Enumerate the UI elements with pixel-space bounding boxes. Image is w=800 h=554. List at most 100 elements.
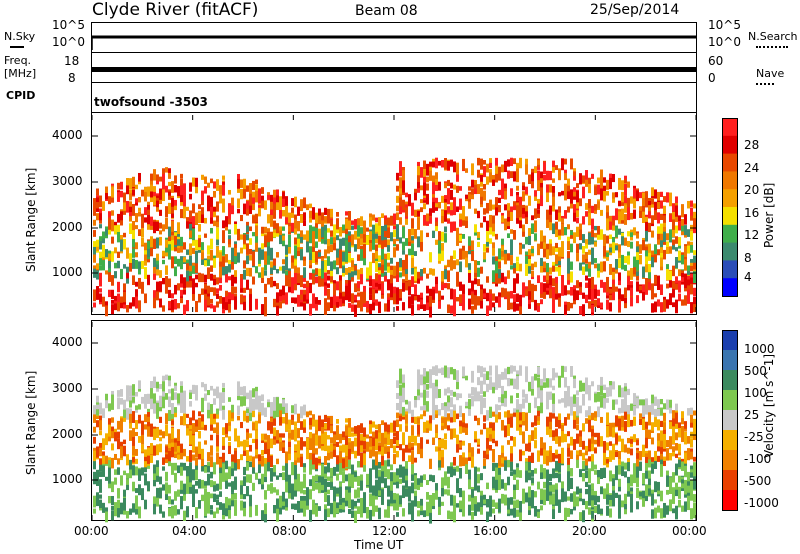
power-cell [399, 197, 402, 207]
velocity-cell [435, 425, 438, 434]
power-cell [381, 240, 384, 249]
power-cell [339, 244, 342, 250]
power-cell [429, 268, 432, 275]
velocity-cell [150, 381, 153, 389]
velocity-cell [198, 441, 201, 446]
velocity-cell [165, 492, 168, 500]
velocity-cell [189, 401, 192, 407]
velocity-cell [171, 446, 174, 458]
velocity-cell [450, 413, 453, 423]
power-cell [606, 218, 609, 231]
velocity-cell [117, 467, 120, 475]
velocity-cell [450, 462, 453, 468]
velocity-cell [360, 455, 363, 468]
velocity-cell [480, 385, 483, 395]
velocity-cb-label-m500: -500 [744, 474, 772, 488]
velocity-cell [240, 500, 243, 510]
power-cell [228, 203, 231, 216]
power-cell [93, 241, 96, 247]
velocity-cell [384, 509, 387, 518]
velocity-cell [303, 441, 306, 447]
power-cell [246, 185, 249, 192]
xtick-1200: 12:00 [372, 524, 407, 538]
power-cell [567, 224, 570, 230]
power-cell [99, 265, 102, 271]
power-cell [243, 245, 246, 250]
velocity-cell [141, 488, 144, 501]
power-cell [174, 178, 177, 184]
power-cell [546, 272, 549, 280]
power-cell [678, 237, 681, 246]
velocity-cell [135, 488, 138, 493]
power-cell [135, 225, 138, 230]
velocity-cell [462, 419, 465, 428]
power-cell [492, 204, 495, 210]
power-cell [195, 212, 198, 223]
power-cell [552, 206, 555, 212]
velocity-cell [414, 490, 417, 498]
velocity-cell [324, 478, 327, 489]
velocity-cell [147, 424, 150, 436]
velocity-cell [99, 447, 102, 457]
power-cell [270, 276, 273, 288]
power-cell [621, 294, 624, 302]
power-cell [576, 209, 579, 218]
power-cell [135, 296, 138, 305]
power-cell [315, 212, 318, 224]
velocity-cell [147, 447, 150, 456]
power-cell [279, 230, 282, 236]
power-cell [627, 255, 630, 265]
velocity-cell [99, 471, 102, 477]
velocity-cell [192, 484, 195, 495]
velocity-cell [468, 448, 471, 458]
power-cell [495, 207, 498, 216]
velocity-cell [129, 468, 132, 479]
power-cell [333, 283, 336, 294]
power-cell [372, 302, 375, 307]
power-cell [471, 192, 474, 200]
power-cell [360, 274, 363, 285]
velocity-colorbar-bin [722, 330, 738, 351]
power-cell [492, 215, 495, 224]
power-cell [639, 255, 642, 265]
power-cell [435, 203, 438, 208]
power-cell [558, 297, 561, 307]
velocity-cell [150, 443, 153, 455]
power-cell [276, 298, 279, 307]
velocity-cell [393, 445, 396, 451]
power-cell [492, 293, 495, 301]
power-cell [99, 293, 102, 302]
power-cell [597, 299, 600, 306]
power-cell [105, 249, 108, 258]
velocity-cell [360, 438, 363, 446]
power-cell [528, 235, 531, 245]
velocity-cell [117, 458, 120, 465]
velocity-cell [489, 380, 492, 390]
power-cell [420, 230, 423, 242]
power-cell [294, 224, 297, 235]
velocity-cell [399, 444, 402, 451]
power-cell [660, 213, 663, 221]
power-cell [150, 247, 153, 257]
velocity-cell [504, 494, 507, 504]
power-cell [228, 292, 231, 300]
velocity-cell [171, 427, 174, 439]
power-cell [390, 267, 393, 279]
power-cell [573, 171, 576, 177]
power-cell [234, 286, 237, 294]
power-cell [363, 285, 366, 297]
velocity-cell [369, 420, 372, 426]
power-colorbar-bin [722, 242, 738, 261]
power-cell [573, 187, 576, 195]
power-cell [222, 256, 225, 267]
velocity-cell [495, 472, 498, 485]
velocity-cell [150, 388, 153, 400]
velocity-cell [198, 444, 201, 454]
nave-label: Nave [756, 67, 785, 80]
power-colorbar-bin [722, 224, 738, 244]
power-cell [372, 239, 375, 250]
power-cell [429, 296, 432, 307]
velocity-cell [174, 385, 177, 391]
power-cell [687, 200, 690, 209]
power-cell [198, 204, 201, 210]
